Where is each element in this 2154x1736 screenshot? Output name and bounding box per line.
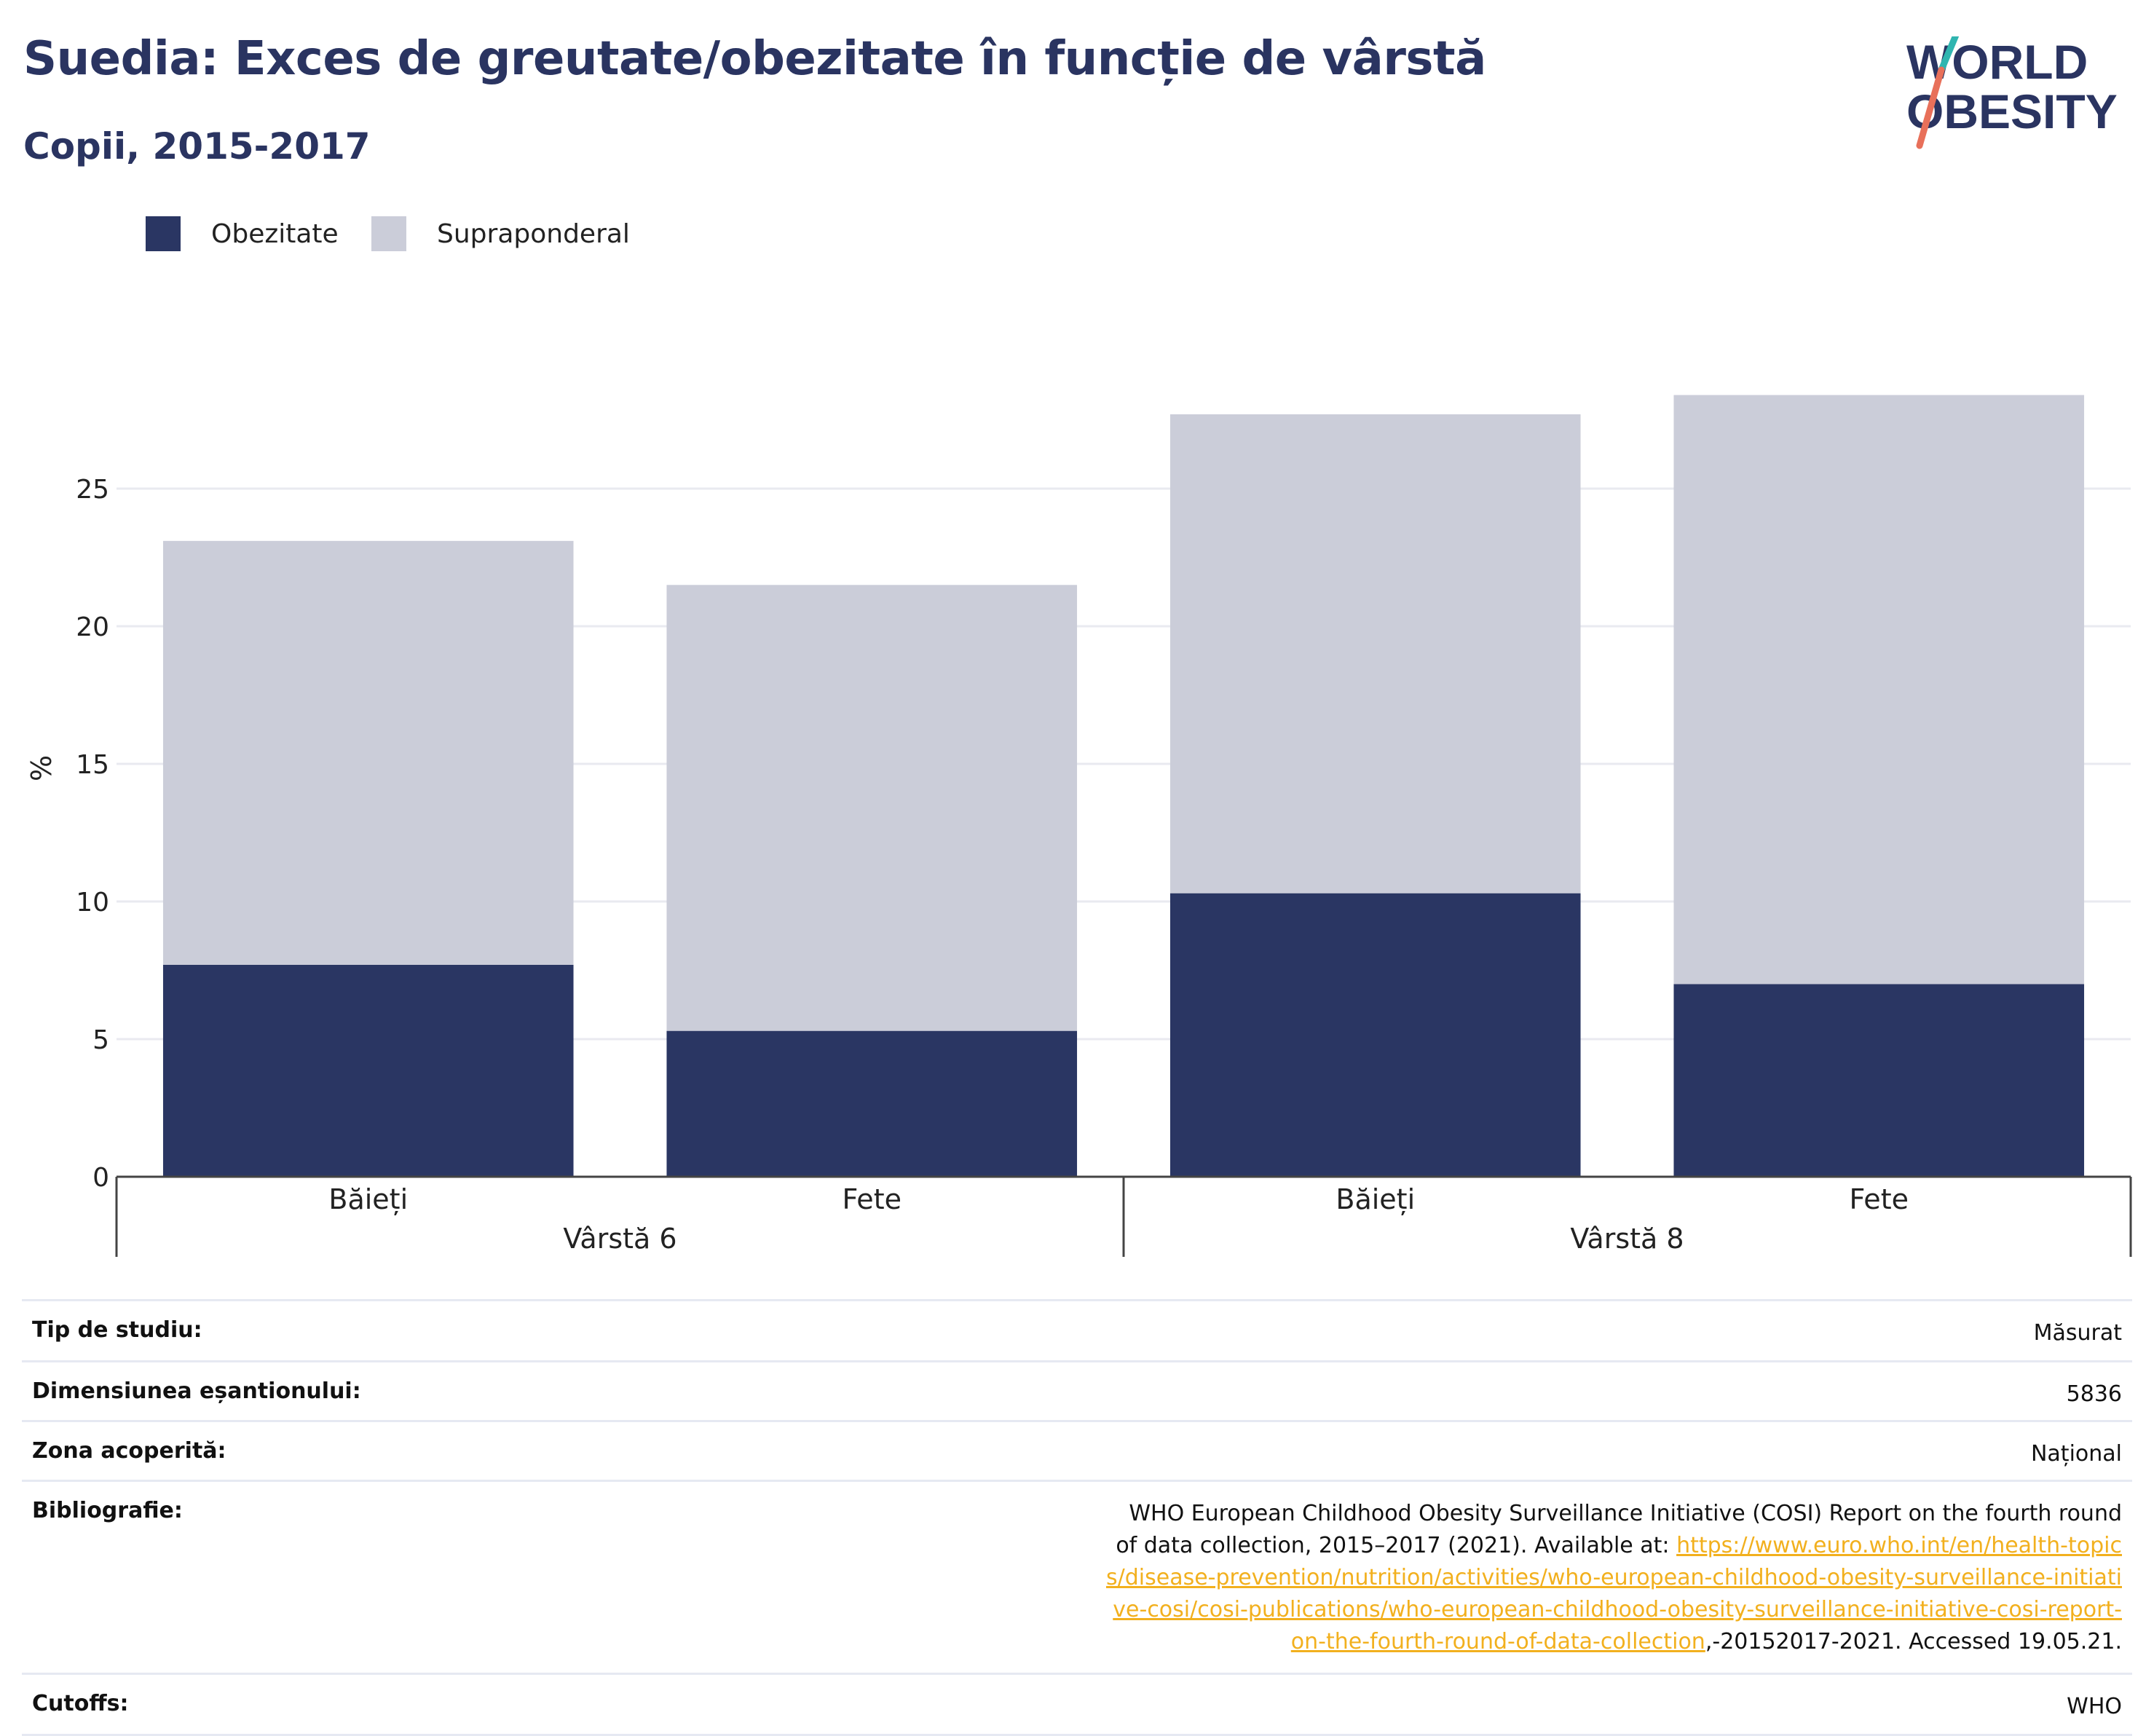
bibliography-tail: ,-20152017-2021. Accessed 19.05.21. [1705,1629,2122,1654]
bar-obezitate [162,964,574,1177]
stacked-bar-chart: Băieți Fete Băieți Fete 0 5 10 15 20 25% Vârstă 6 V… [25,395,2132,1257]
legend-label-obesity: Obezitate [211,218,339,249]
y-tick-label: 20 [76,612,109,642]
legend-label-overweight: Supraponderal [437,218,630,249]
bar-supraponderal [162,540,574,965]
info-row-area-covered: Zona acoperită: Național [22,1421,2132,1482]
bar-obezitate [666,1030,1078,1177]
legend-swatch-overweight [371,216,406,251]
info-value: Măsurat [552,1299,2132,1362]
info-key: Zona acoperită: [22,1421,552,1482]
bar-obezitate [1169,893,1581,1177]
y-axis-label: % [25,755,58,781]
y-tick-label: 0 [92,1163,109,1193]
info-value: WHO European Childhood Obesity Surveilla… [552,1480,2132,1675]
y-tick-label: 5 [92,1025,109,1055]
info-row-cutoffs: Cutoffs: WHO [22,1673,2132,1736]
logo-line2: OBESITY [1906,84,2118,138]
info-row-bibliography: Bibliografie: WHO European Childhood Obe… [22,1480,2132,1675]
info-value: Național [552,1421,2132,1482]
legend-item-overweight: Supraponderal [371,216,630,252]
x-tick-label: Fete [843,1183,902,1215]
info-value: WHO [552,1673,2132,1736]
y-tick-label: 15 [76,750,109,780]
chart-title: Suedia: Exces de greutate/obezitate în f… [23,32,1486,86]
info-key: Cutoffs: [22,1673,552,1736]
legend-item-obesity: Obezitate [146,216,339,252]
x-tick-label: Băieți [1336,1183,1415,1215]
bar-supraponderal [1673,395,2085,985]
chart-subtitle: Copii, 2015-2017 [23,125,371,167]
bar-obezitate [1673,984,2085,1177]
bar-supraponderal [666,585,1078,1031]
info-key: Bibliografie: [22,1480,552,1675]
bibliography-link[interactable]: https://www.euro.who.int/en/health-topic… [1106,1533,2122,1654]
bar-supraponderal [1169,414,1581,893]
info-value: 5836 [552,1361,2132,1422]
bibliography-text: WHO European Childhood Obesity Surveilla… [1116,1501,2122,1558]
world-obesity-logo: WORLD OBESITY [1906,36,2118,149]
info-table: Tip de studiu: Măsurat Dimensiunea eșant… [22,1299,2132,1736]
legend-swatch-obesity [146,216,181,251]
y-tick-label: 10 [76,888,109,918]
info-key: Dimensiunea eșantionului: [22,1361,552,1422]
group-label: Vârstă 6 [563,1223,676,1255]
info-row-study-type: Tip de studiu: Măsurat [22,1299,2132,1362]
y-tick-label: 25 [76,475,109,505]
x-tick-label: Băieți [328,1183,408,1215]
info-key: Tip de studiu: [22,1299,552,1362]
x-tick-label: Fete [1850,1183,1909,1215]
info-row-sample-size: Dimensiunea eșantionului: 5836 [22,1361,2132,1422]
group-label: Vârstă 8 [1570,1223,1684,1255]
